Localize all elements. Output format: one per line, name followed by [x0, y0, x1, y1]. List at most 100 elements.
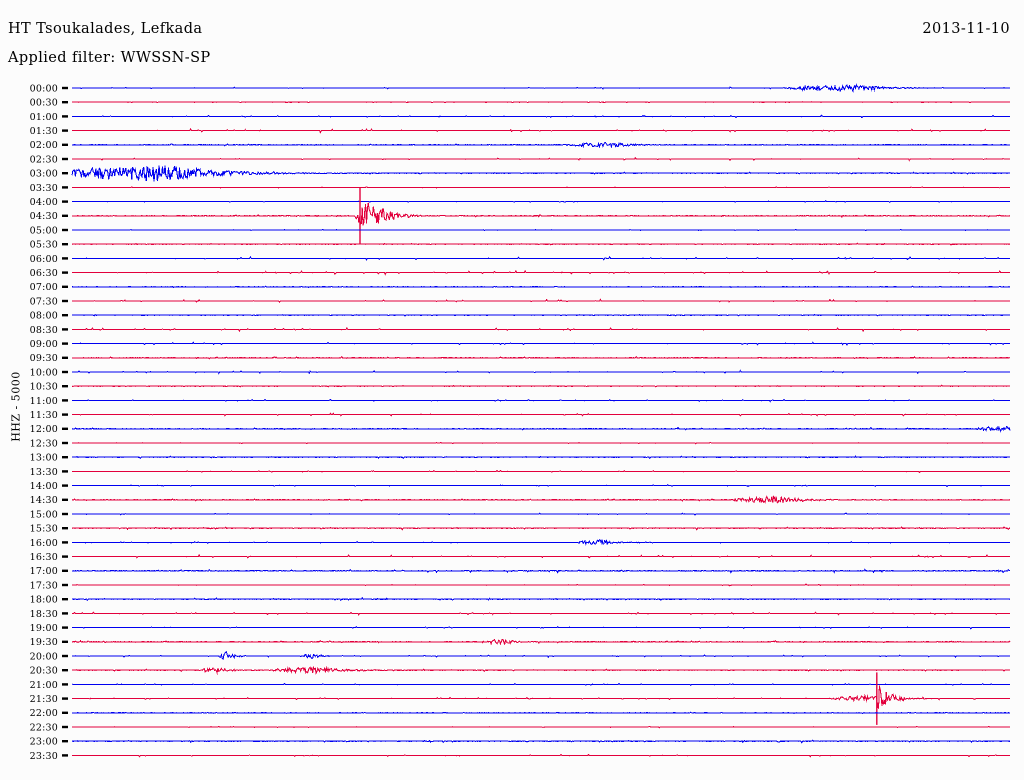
- page-title: HT Tsoukalades, Lefkada: [8, 21, 203, 37]
- seismogram-trace: [71, 285, 1011, 289]
- time-tick-label: 15:30: [30, 524, 58, 535]
- seismogram-trace: [71, 538, 1011, 546]
- time-tick-label: 09:30: [30, 353, 58, 364]
- seismogram-trace: [71, 200, 1011, 203]
- filter-label: Applied filter: WWSSN-SP: [8, 50, 211, 66]
- seismogram-trace: [71, 114, 1011, 119]
- seismogram-trace: [71, 141, 1011, 149]
- time-tick-label: 04:00: [30, 197, 58, 208]
- time-tick-label: 21:30: [30, 694, 58, 705]
- seismogram-trace: [71, 441, 1011, 445]
- time-tick-label: 02:00: [30, 140, 58, 151]
- time-tick-label: 06:30: [30, 268, 58, 279]
- seismogram-trace: [71, 83, 1011, 93]
- time-tick-label: 12:00: [30, 424, 58, 435]
- time-tick-label: 23:00: [30, 737, 58, 748]
- seismogram-trace: [71, 341, 1011, 347]
- seismogram-trace: [71, 611, 1011, 616]
- seismogram-trace: [71, 313, 1010, 317]
- seismogram-trace: [71, 526, 1011, 531]
- seismogram-trace: [71, 186, 1011, 189]
- seismogram-trace: [71, 553, 1011, 559]
- time-tick-label: 01:30: [30, 126, 58, 137]
- time-tick-label: 08:30: [30, 325, 58, 336]
- time-tick-label: 20:00: [30, 651, 58, 662]
- time-tick-label: 14:30: [30, 495, 58, 506]
- time-tick-label: 13:00: [30, 453, 58, 464]
- time-tick-label: 08:00: [30, 311, 58, 322]
- time-tick-label: 10:00: [30, 367, 58, 378]
- seismogram-trace: [71, 355, 1011, 360]
- seismogram-trace: [71, 369, 1011, 375]
- time-tick-label: 17:30: [30, 580, 58, 591]
- time-tick-label: 16:30: [30, 552, 58, 563]
- seismogram-trace: [71, 242, 1011, 246]
- seismogram-trace: [71, 455, 1011, 460]
- seismogram-trace: [71, 269, 1011, 276]
- time-tick-label: 12:30: [30, 438, 58, 449]
- time-tick-label: 22:00: [30, 708, 58, 719]
- time-tick-label: 00:00: [30, 83, 58, 94]
- seismogram-trace: [71, 469, 1011, 474]
- seismogram-trace: [71, 255, 1011, 261]
- seismogram-trace: [72, 101, 1011, 104]
- seismogram-trace: [71, 725, 1011, 729]
- time-tick-label: 07:00: [30, 282, 58, 293]
- time-tick-label: 03:00: [30, 169, 58, 180]
- time-tick-label: 15:00: [30, 509, 58, 520]
- time-tick-label: 02:30: [30, 154, 58, 165]
- seismogram-trace: [71, 425, 1011, 433]
- seismogram-trace: [71, 298, 1011, 304]
- time-tick-label: 06:00: [30, 254, 58, 265]
- time-tick-label: 14:00: [30, 481, 58, 492]
- time-tick-label: 05:30: [30, 240, 58, 251]
- seismogram-trace: [71, 202, 1011, 226]
- time-tick-label: 21:00: [30, 680, 58, 691]
- seismogram-trace: [71, 484, 1010, 488]
- seismogram-trace: [71, 685, 1011, 710]
- seismogram-trace: [71, 326, 1011, 333]
- time-tick-label: 01:00: [30, 112, 58, 123]
- time-tick-label: 19:00: [30, 623, 58, 634]
- time-tick-label: 11:30: [30, 410, 58, 421]
- time-tick-label: 00:30: [30, 98, 58, 109]
- seismogram-trace: [71, 753, 1011, 758]
- seismogram-trace: [71, 398, 1011, 403]
- time-tick-label: 16:00: [30, 538, 58, 549]
- time-tick-label: 04:30: [30, 211, 58, 222]
- time-tick-label: 11:00: [30, 396, 58, 407]
- seismogram-trace: [71, 638, 1011, 646]
- seismogram-trace: [71, 127, 1011, 134]
- time-tick-label: 22:30: [30, 722, 58, 733]
- time-tick-label: 23:30: [30, 751, 58, 762]
- seismogram-trace: [71, 412, 1011, 417]
- time-tick-label: 07:30: [30, 296, 58, 307]
- seismogram-trace: [71, 596, 1011, 602]
- seismogram-trace: [71, 651, 1011, 661]
- seismogram-trace: [71, 495, 1011, 504]
- seismogram-trace: [71, 384, 1011, 388]
- time-tick-label: 09:00: [30, 339, 58, 350]
- seismogram-trace: [71, 666, 1011, 675]
- time-tick-label: 13:30: [30, 467, 58, 478]
- time-tick-label: 20:30: [30, 666, 58, 677]
- seismogram-trace: [71, 682, 1011, 686]
- seismogram-trace: [71, 156, 1011, 162]
- time-tick-label: 10:30: [30, 382, 58, 393]
- seismogram-trace: [71, 583, 1011, 587]
- seismogram-trace: [71, 568, 1011, 574]
- seismogram-trace: [71, 228, 1011, 232]
- seismogram-trace: [71, 165, 1011, 182]
- time-tick-label: 17:00: [30, 566, 58, 577]
- time-tick-label: 18:00: [30, 595, 58, 606]
- seismogram-trace: [71, 711, 1010, 715]
- time-tick-label: 19:30: [30, 637, 58, 648]
- seismogram-trace: [72, 625, 1011, 630]
- seismogram-trace: [71, 739, 1011, 744]
- date-label: 2013-11-10: [922, 21, 1010, 37]
- time-tick-label: 18:30: [30, 609, 58, 620]
- seismogram-trace: [71, 512, 1010, 516]
